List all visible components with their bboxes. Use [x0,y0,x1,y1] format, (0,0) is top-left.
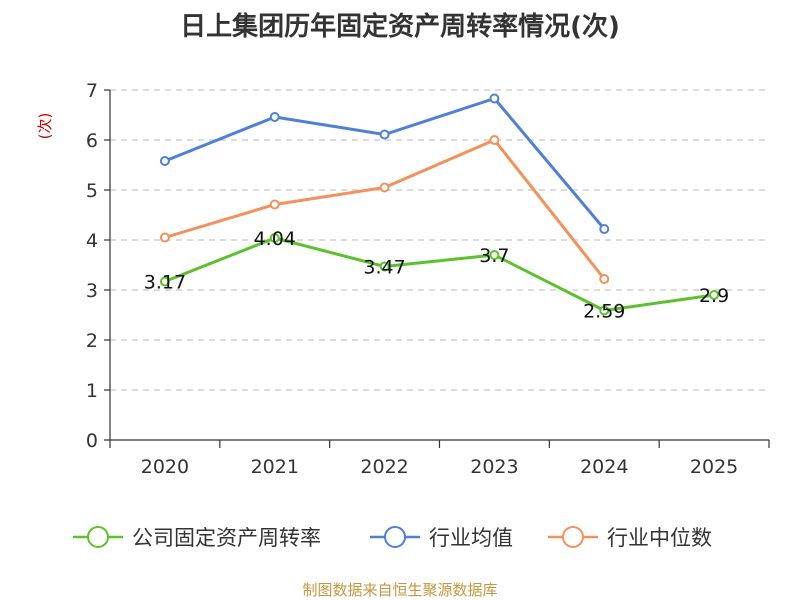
series-0-point-2021[interactable] [269,233,280,243]
series-0-data-label-2025: 2.9 [699,285,729,307]
x-tick-label-2025: 2025 [690,456,738,478]
legend-item-1[interactable]: 行业均值 [370,526,513,550]
legend-marker-icon-0 [87,526,109,548]
legend-marker-icon-1 [384,526,406,548]
series-0-data-label-2021: 4.04 [254,228,296,250]
legend-label-1: 行业均值 [429,526,513,550]
series-1-point-2020[interactable] [159,156,170,166]
y-tick-label-5: 5 [86,180,98,202]
axes: 0 1 2 3 4 5 6 7 2020 2021 2022 2023 2024 2025 [86,80,770,478]
x-tick-label-2024: 2024 [580,456,628,478]
series-0-data-label-2024: 2.59 [583,301,625,323]
y-axis-label: (次) [36,113,54,140]
legend[interactable]: 公司固定资产周转率 行业均值 行业中位数 [73,526,712,550]
series-0-point-2023[interactable] [489,250,500,260]
series-0-data-label-2020: 3.17 [144,272,186,294]
series-0-point-2025[interactable] [709,290,720,300]
series-0-point-2022[interactable] [379,261,390,272]
legend-label-2: 行业中位数 [607,526,712,550]
x-tick-label-2023: 2023 [470,456,518,478]
series-line-0 [164,236,715,312]
series-0-data-label-2023: 3.7 [479,245,509,267]
x-tick-label-2022: 2022 [360,456,408,478]
legend-label-0: 公司固定资产周转率 [132,526,321,550]
series-1-point-2021[interactable] [269,112,280,122]
series-2-point-2021[interactable] [269,199,280,210]
y-tick-label-7: 7 [86,80,98,102]
legend-item-2[interactable]: 行业中位数 [548,526,712,550]
legend-marker-icon-2 [562,526,584,548]
series-layer: 3.17 4.04 3.47 3.7 2.59 2.9 [144,93,729,323]
gridlines [110,89,769,391]
series-2-point-2023[interactable] [489,135,500,145]
y-tick-label-3: 3 [86,280,98,302]
series-0-point-2024[interactable] [599,305,610,316]
series-1-point-2024[interactable] [599,224,610,234]
data-source-note: 制图数据来自恒生聚源数据库 [302,581,497,599]
series-line-1 [164,97,606,230]
y-tick-label-6: 6 [86,130,98,152]
legend-item-0[interactable]: 公司固定资产周转率 [73,526,321,550]
y-tick-label-2: 2 [86,330,98,352]
chart-title: 日上集团历年固定资产周转率情况(次) [180,11,620,42]
y-tick-label-1: 1 [86,380,98,402]
x-tick-label-2021: 2021 [251,456,299,478]
series-2-point-2020[interactable] [159,232,170,243]
series-1-point-2023[interactable] [489,93,500,104]
x-tick-label-2020: 2020 [141,456,189,478]
y-tick-label-0: 0 [86,430,98,452]
series-0-point-2020[interactable] [159,276,170,287]
series-2-point-2022[interactable] [379,182,390,193]
series-2-point-2024[interactable] [599,274,610,284]
series-1-point-2022[interactable] [379,129,390,140]
y-tick-label-4: 4 [86,230,98,252]
series-0-data-label-2022: 3.47 [363,257,405,279]
